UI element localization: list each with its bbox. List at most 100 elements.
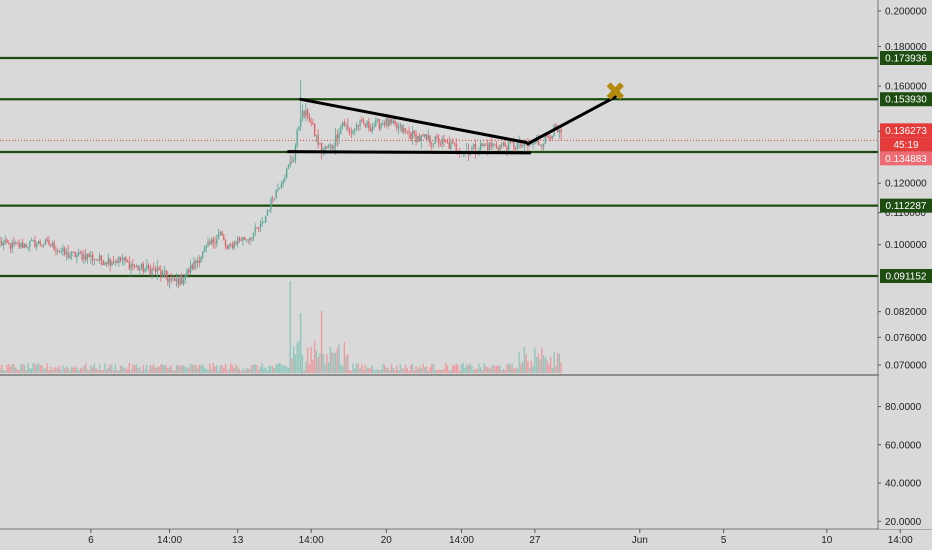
candle: [84, 248, 87, 263]
candle: [203, 245, 206, 253]
candle: [439, 140, 442, 147]
candle-body: [247, 239, 249, 241]
candle: [541, 144, 543, 151]
volume-bar: [177, 364, 179, 373]
candle: [76, 252, 78, 264]
candle: [375, 117, 377, 127]
volume-bar: [128, 363, 131, 373]
candle: [488, 142, 491, 152]
candle-body: [4, 239, 6, 243]
candle: [198, 255, 200, 268]
volume-bar: [467, 365, 470, 373]
volume-bar: [41, 365, 43, 373]
time-tick-label: Jun: [632, 535, 648, 546]
volume-bar: [427, 370, 429, 373]
volume-bar: [341, 365, 344, 373]
candle: [560, 127, 562, 141]
volume-bar: [401, 368, 403, 373]
volume-bar: [168, 367, 171, 373]
volume-bar: [560, 362, 562, 373]
candle-body: [355, 125, 358, 129]
candle-body: [174, 278, 176, 281]
volume-bar: [530, 361, 533, 373]
candle: [200, 256, 202, 263]
candle-body: [168, 278, 171, 282]
candle: [385, 115, 388, 128]
target-x-icon[interactable]: ✖: [604, 77, 626, 107]
candle: [483, 143, 485, 148]
volume-bar: [313, 340, 316, 373]
candle-body: [345, 125, 347, 127]
candle-body: [93, 259, 96, 260]
volume-bar: [504, 370, 506, 373]
candle-body: [326, 146, 328, 149]
candle-body: [16, 243, 19, 244]
candle-body: [511, 141, 513, 143]
candle-body: [375, 120, 377, 127]
candle-body: [123, 257, 125, 260]
candle-body: [137, 265, 139, 270]
candle-body: [151, 268, 153, 275]
candle: [403, 124, 405, 135]
candle-body: [259, 223, 262, 229]
candle: [490, 138, 492, 151]
candle: [287, 164, 290, 170]
volume-bar: [532, 366, 534, 373]
volume-bar: [172, 370, 174, 373]
candle-body: [107, 258, 110, 264]
price-marker-bg: [880, 151, 932, 166]
candle: [319, 142, 321, 145]
trendline[interactable]: [526, 95, 617, 146]
candle-body: [530, 143, 533, 145]
price-tick-label: 0.082000: [885, 307, 927, 318]
volume-bar: [383, 364, 386, 373]
volume-bar: [319, 353, 321, 373]
volume-bar: [347, 354, 349, 373]
candle: [277, 183, 279, 192]
candle-body: [34, 240, 36, 247]
candle-body: [382, 123, 384, 125]
volume-bar: [77, 370, 80, 373]
candle: [368, 117, 370, 132]
volume-bar: [438, 369, 440, 373]
candle-body: [285, 169, 288, 178]
candle-body: [334, 134, 337, 146]
volume-bar: [70, 365, 73, 373]
volume-bar: [151, 365, 153, 373]
volume-bar: [34, 363, 36, 373]
candle: [258, 226, 260, 232]
candle-body: [188, 269, 190, 273]
volume-bar: [366, 367, 368, 373]
volume-bar: [488, 368, 491, 373]
candle: [473, 143, 475, 150]
candle: [420, 134, 422, 149]
candle: [254, 223, 256, 237]
candle-body: [41, 244, 43, 246]
candle-body: [219, 231, 221, 235]
candle-body: [278, 187, 281, 189]
time-axis[interactable]: 6 14:00 13 14:00 20 14:00 27 Jun 5 10 14:00: [88, 529, 913, 546]
candle-body: [233, 242, 235, 249]
trendline[interactable]: [299, 97, 528, 144]
candle: [273, 198, 276, 202]
candle: [408, 126, 410, 139]
candle-body: [312, 123, 314, 125]
volume-bar: [144, 369, 146, 373]
volume-bar: [287, 367, 290, 373]
candle: [60, 247, 62, 255]
candle: [251, 237, 253, 242]
candle: [301, 104, 304, 122]
price-level-label-bg: [880, 269, 932, 283]
candle-body: [36, 243, 38, 247]
volume-bar: [233, 368, 235, 373]
candle-body: [237, 238, 239, 245]
price-level-text: 0.112287: [886, 201, 927, 212]
candle: [216, 234, 218, 248]
trendline-drawings[interactable]: ✖: [286, 77, 626, 155]
candle-body: [15, 243, 17, 245]
price-axis[interactable]: 0.1739360.1539300.1316410.1122870.091152…: [878, 0, 932, 529]
trendline[interactable]: [286, 150, 532, 155]
candle: [133, 264, 136, 269]
price-tick-label: 0.120000: [885, 179, 927, 190]
